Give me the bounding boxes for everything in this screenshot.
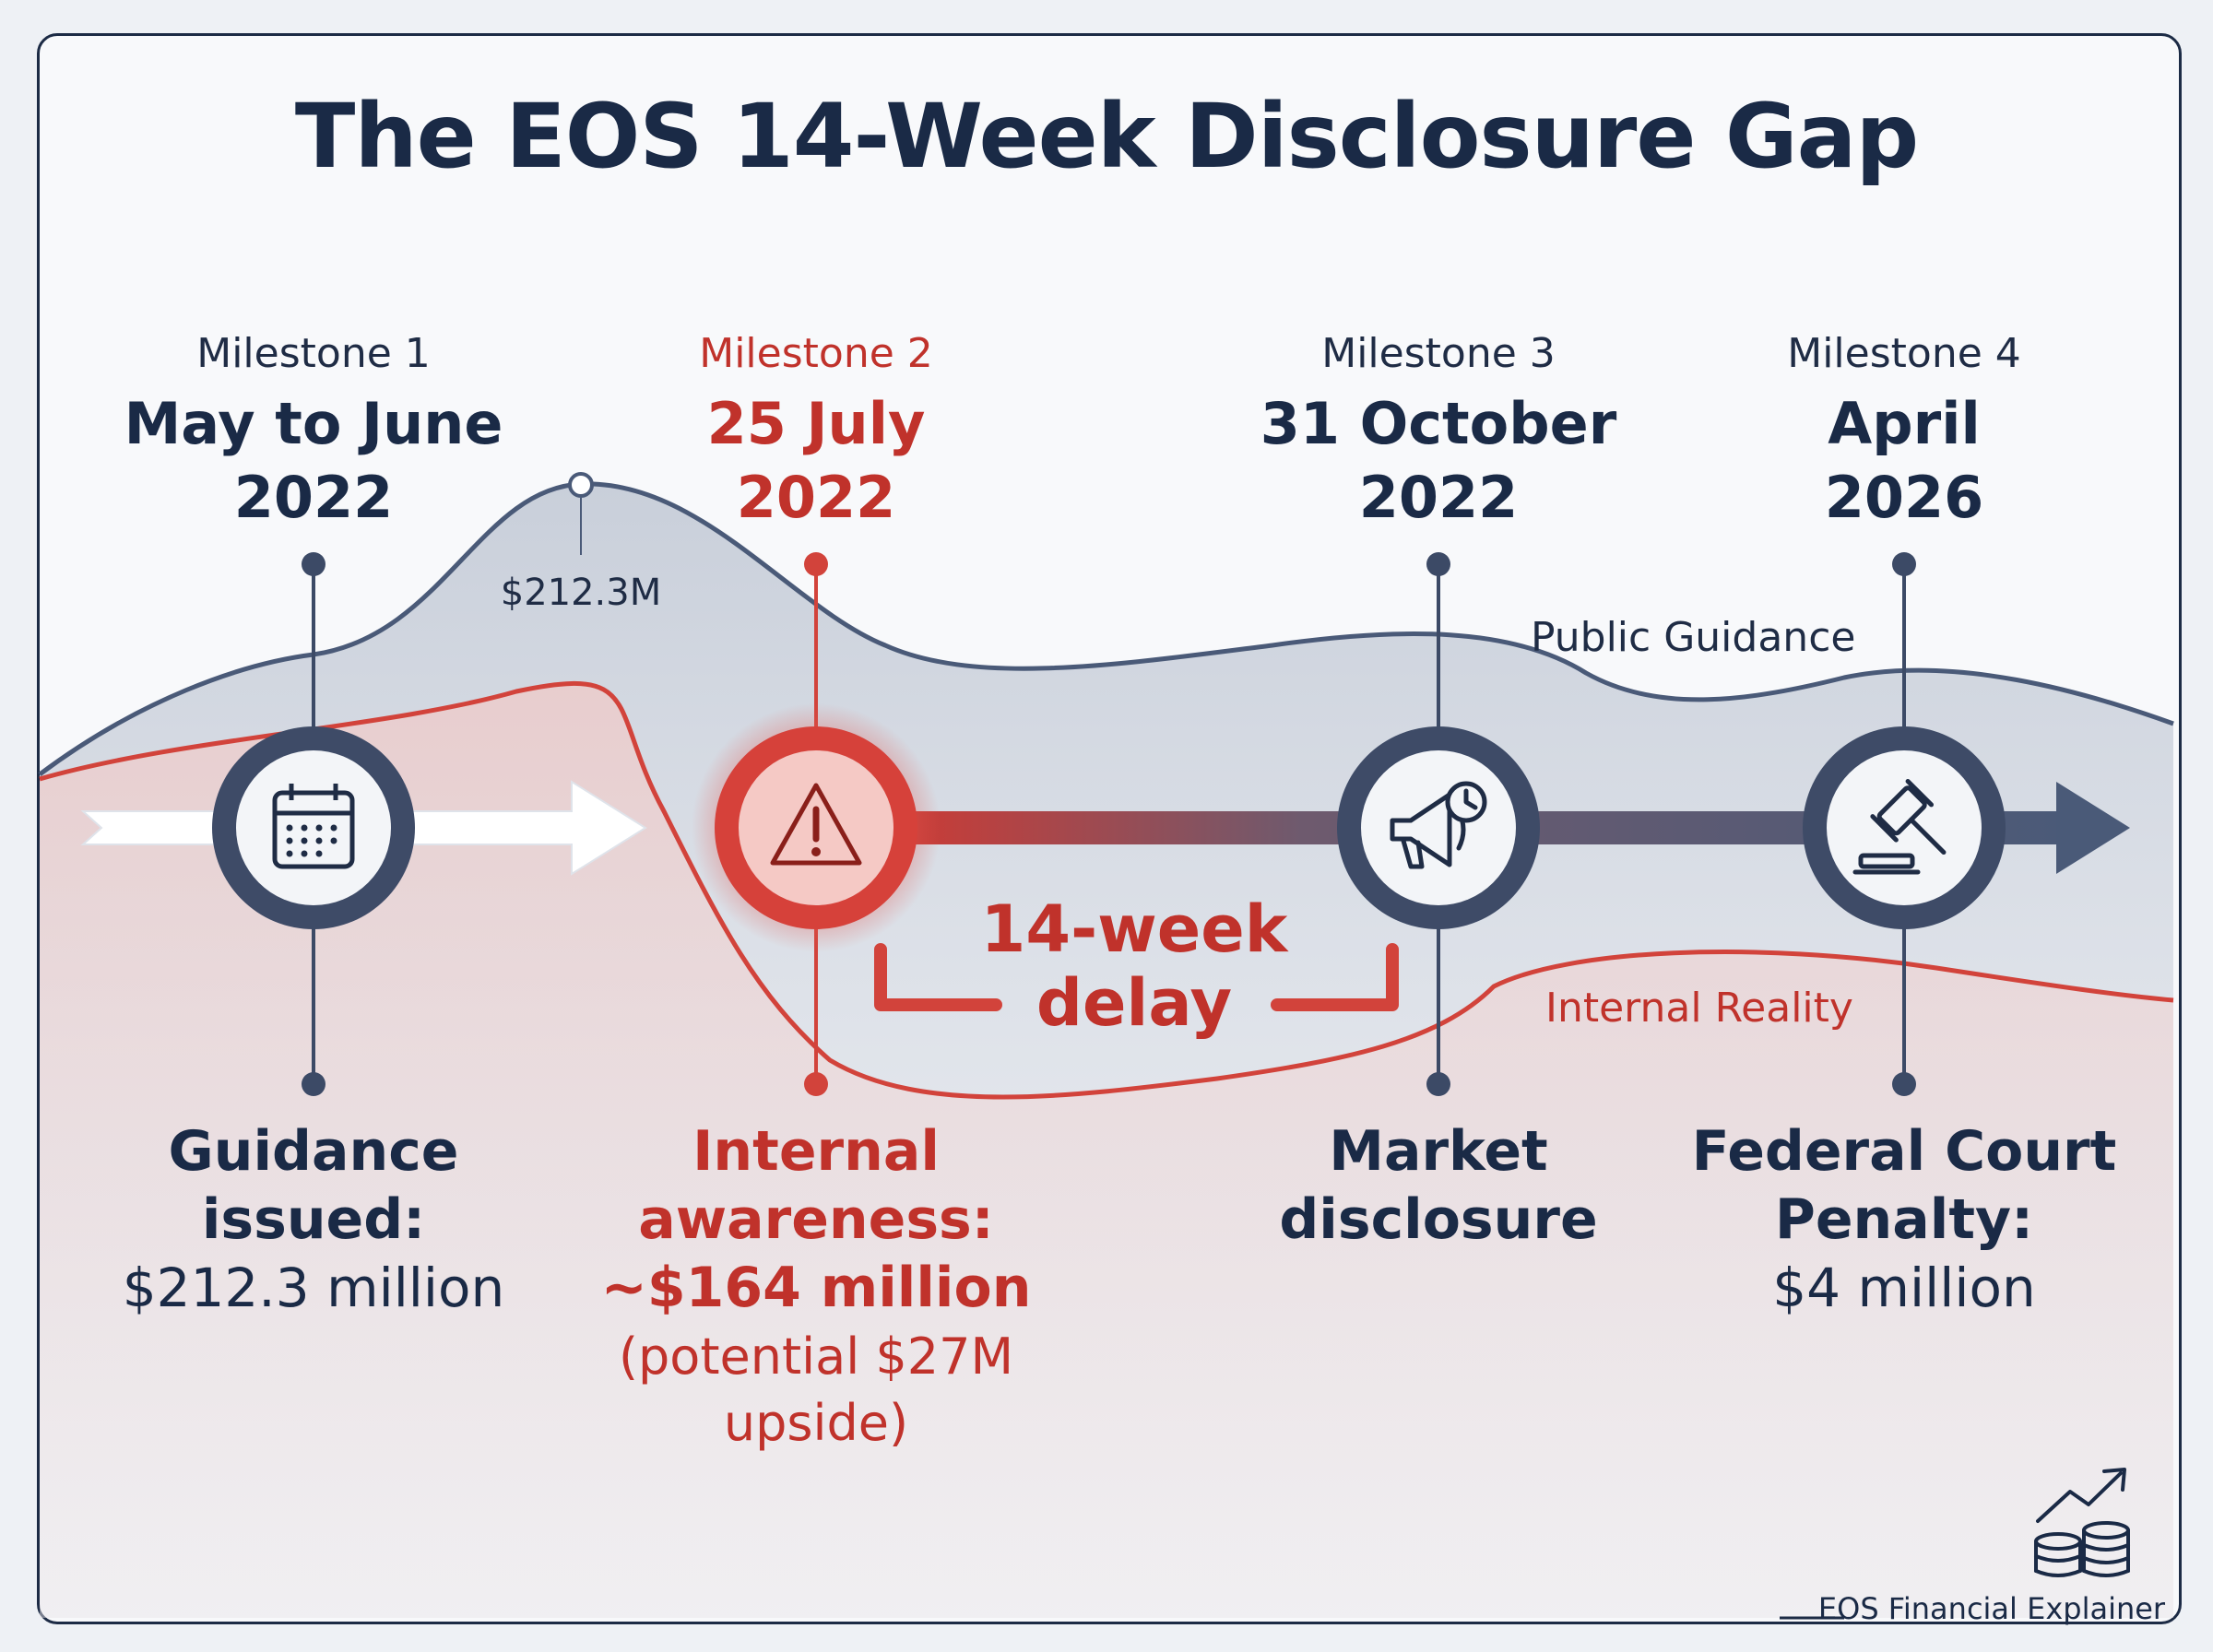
milestone-2-node xyxy=(692,703,941,952)
milestone-2-date-line2: 2022 xyxy=(736,464,896,531)
milestone-4-label: Milestone 4 xyxy=(1787,330,2021,377)
milestone-1-node xyxy=(212,726,415,929)
timeline-arrowhead xyxy=(2056,782,2130,874)
peak-value-label: $212.3M xyxy=(500,572,662,614)
brand-logo-icon xyxy=(2034,1468,2130,1577)
megaphone-clock-icon xyxy=(1390,781,1487,869)
milestone-4-value: $4 million xyxy=(1772,1257,2036,1319)
milestone-2-desc-line2: awareness: xyxy=(638,1187,994,1252)
delay-callout: 14-week delay xyxy=(950,892,1319,1040)
milestone-2-label: Milestone 2 xyxy=(699,330,933,377)
milestone-2-note-line1: (potential $27M xyxy=(618,1328,1014,1386)
milestone-3-desc-line1: Market xyxy=(1329,1119,1548,1184)
internal-reality-line xyxy=(39,681,2174,1100)
milestone-1-value: $212.3 million xyxy=(122,1257,505,1319)
milestone-3-node xyxy=(1337,726,1540,929)
milestone-3-label: Milestone 3 xyxy=(1321,330,1556,377)
milestone-3-date-line2: 2022 xyxy=(1358,464,1519,531)
calendar-icon xyxy=(272,784,355,869)
delay-line1: 14-week xyxy=(980,891,1288,967)
peak-marker xyxy=(568,472,594,498)
milestone-1-label: Milestone 1 xyxy=(196,330,431,377)
milestone-2-date-line1: 25 July xyxy=(706,390,926,457)
gavel-icon xyxy=(1852,778,1947,875)
milestone-2-note-line2: upside) xyxy=(723,1394,909,1452)
milestone-4-date-line1: April xyxy=(1828,390,1981,457)
milestone-1-desc-line2: issued: xyxy=(201,1187,426,1252)
public-guidance-label: Public Guidance xyxy=(1531,614,1856,661)
delay-bracket xyxy=(874,943,1399,1011)
internal-reality-label: Internal Reality xyxy=(1545,985,1853,1032)
warning-icon xyxy=(770,783,862,866)
milestone-1-date-line2: 2022 xyxy=(233,464,394,531)
milestone-4-node xyxy=(1803,726,2006,929)
delay-line2: delay xyxy=(1035,965,1233,1041)
milestone-4-desc-line1: Federal Court xyxy=(1691,1119,2117,1184)
milestone-2-desc-line1: Internal xyxy=(692,1119,940,1184)
milestone-1-desc-line1: Guidance xyxy=(168,1119,459,1184)
milestone-3-desc-line2: disclosure xyxy=(1279,1187,1598,1252)
milestone-2-value: ~$164 million xyxy=(600,1256,1032,1320)
internal-reality-area xyxy=(40,683,2173,1618)
milestone-4-desc-line2: Penalty: xyxy=(1774,1187,2034,1252)
milestone-3-date-line1: 31 October xyxy=(1260,390,1617,457)
public-guidance-line xyxy=(38,481,2174,777)
brand-name: EOS Financial Explainer xyxy=(1817,1591,2166,1626)
milestone-4-date-line2: 2026 xyxy=(1824,464,1984,531)
milestone-1-date-line1: May to June xyxy=(124,390,503,457)
page-title: The EOS 14-Week Disclosure Gap xyxy=(294,85,1919,188)
